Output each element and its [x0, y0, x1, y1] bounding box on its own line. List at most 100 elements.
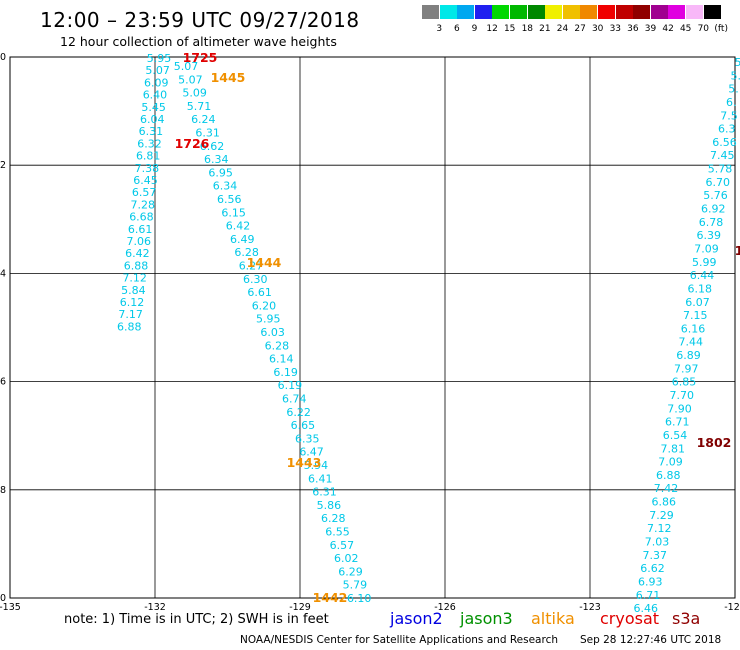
wave-height-value: 6.22 [286, 406, 311, 419]
colorbar-swatch [633, 5, 651, 19]
wave-height-value: 6.70 [706, 176, 731, 189]
wave-height-value: 6.28 [321, 512, 346, 525]
colorbar-label: 24 [556, 24, 569, 34]
wave-height-value: 6.46 [634, 602, 659, 615]
wave-height-value: 6.57 [132, 186, 157, 199]
colorbar-swatch [510, 5, 527, 19]
pass-time-label: 1445 [211, 70, 246, 85]
wave-height-value: 6.28 [234, 246, 259, 259]
colorbar-label: 45 [679, 24, 692, 34]
longitude-tick-label: -132 [144, 602, 166, 613]
wave-height-value: 5.76 [703, 189, 728, 202]
credit-line: NOAA/NESDIS Center for Satellite Applica… [240, 634, 558, 646]
map-subtitle: 12 hour collection of altimeter wave hei… [60, 34, 337, 49]
legend-item-jason3: jason3 [460, 609, 513, 628]
map-title: 12:00 – 23:59 UTC 09/27/2018 [40, 8, 360, 32]
colorbar-swatch [615, 5, 633, 19]
wave-height-value: 7.44 [679, 336, 704, 349]
wave-height-value: 6.42 [125, 247, 150, 260]
pass-time-label: 1443 [287, 455, 322, 470]
wave-height-value: 5.45 [141, 101, 166, 114]
wave-height-value: 5.78 [708, 163, 733, 176]
wave-height-value: 6.32 [137, 137, 162, 150]
colorbar-swatch [439, 5, 457, 19]
wave-height-value: 7.5 [720, 109, 738, 122]
wave-height-value: 6.41 [308, 472, 333, 485]
wave-height-value: 6.89 [676, 349, 701, 362]
pass-time-label: 1444 [247, 255, 282, 270]
colorbar-label: 39 [644, 24, 657, 34]
colorbar-swatch [474, 5, 492, 19]
longitude-tick-label: -135 [0, 602, 21, 613]
wave-height-value: 5.84 [121, 284, 146, 297]
wave-height-value: 6.81 [136, 150, 161, 163]
wave-height-value: 6.68 [129, 211, 154, 224]
colorbar-swatch [457, 5, 475, 19]
latitude-tick-label: -10 [0, 593, 6, 604]
wave-height-value: 6.15 [221, 206, 246, 219]
wave-height-value: 6.14 [269, 353, 294, 366]
wave-height-value: 6.16 [681, 322, 706, 335]
pass-time-label: 1726 [175, 136, 210, 151]
latitude-tick-label: -2 [0, 160, 6, 171]
map-frame [9, 56, 736, 599]
colorbar-label: 27 [574, 24, 586, 34]
colorbar-label: 30 [591, 24, 604, 34]
wave-height-value: 5.07 [145, 64, 170, 77]
wave-height-value: 6.02 [334, 552, 359, 565]
wave-height-value: 6.45 [133, 174, 158, 187]
wave-height-value: 6.09 [144, 76, 169, 89]
wave-height-value: 6.49 [230, 233, 255, 246]
colorbar-swatch [650, 5, 668, 19]
colorbar-label: 33 [609, 24, 622, 34]
wave-height-value: 6.95 [208, 166, 233, 179]
colorbar-label: 12 [486, 24, 498, 34]
wave-height-value: 6.10 [347, 592, 372, 605]
wave-height-value: 7.15 [683, 309, 708, 322]
colorbar-swatch [545, 5, 563, 19]
wave-height-value: 5 [735, 56, 740, 69]
generation-timestamp: Sep 28 12:27:46 UTC 2018 [580, 634, 722, 646]
wave-height-value: 7.28 [131, 198, 156, 211]
wave-height-value: 6.88 [117, 320, 142, 333]
wave-height-value: 6.31 [139, 125, 164, 138]
longitude-tick-label: -120 [724, 602, 740, 613]
wave-height-value: 5.09 [182, 87, 207, 100]
colorbar-unit: (ft) [714, 24, 728, 34]
pass-time-label: 1 [735, 243, 740, 258]
wave-height-value: 6.44 [690, 269, 715, 282]
wave-height-value: 5.07 [178, 73, 203, 86]
wave-height-value: 6.42 [226, 220, 251, 233]
longitude-tick-label: -123 [579, 602, 601, 613]
wave-height-value: 6.03 [260, 326, 285, 339]
colorbar-swatch [492, 5, 510, 19]
wave-height-value: 6.88 [656, 469, 681, 482]
footer-note: note: 1) Time is in UTC; 2) SWH is in fe… [64, 612, 329, 627]
colorbar-label: 21 [539, 24, 551, 34]
colorbar-label: 6 [454, 24, 460, 34]
wave-height-value: 6.12 [120, 296, 145, 309]
wave-height-value: 6.19 [273, 366, 298, 379]
wave-height-value: 6.40 [143, 89, 168, 102]
wave-height-value: 6.30 [243, 273, 268, 286]
colorbar-label: 36 [627, 24, 639, 34]
longitude-tick-label: -126 [434, 602, 456, 613]
colorbar-swatch [668, 5, 686, 19]
wave-height-value: 6.55 [325, 526, 350, 539]
wave-height-value: 7.70 [670, 389, 695, 402]
wave-height-value: 6.19 [278, 379, 303, 392]
wave-height-value: 7.12 [647, 522, 672, 535]
wave-height-value: 6.29 [338, 565, 363, 578]
colorbar-label: 70 [697, 24, 710, 34]
wave-height-value: 7.03 [645, 536, 670, 549]
wave-height-value: 5. [731, 69, 740, 82]
wave-height-value: 6.65 [291, 419, 316, 432]
wave-height-value: 7.17 [118, 308, 143, 321]
wave-height-value: 7.09 [658, 456, 683, 469]
wave-height-value: 6.31 [312, 486, 337, 499]
wave-height-value: 7.45 [710, 149, 735, 162]
wave-height-value: 7.97 [674, 362, 699, 375]
colorbar-swatch [686, 5, 703, 19]
wave-height-value: 6.71 [636, 589, 661, 602]
